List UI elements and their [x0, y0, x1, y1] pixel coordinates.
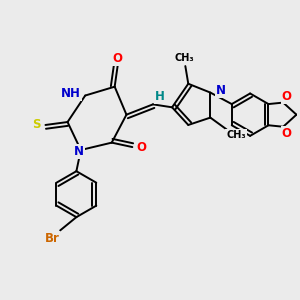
Text: O: O [282, 90, 292, 103]
Text: N: N [216, 84, 226, 97]
Text: O: O [136, 141, 146, 154]
Text: H: H [155, 90, 165, 103]
Text: CH₃: CH₃ [226, 130, 246, 140]
Text: O: O [112, 52, 123, 65]
Text: NH: NH [61, 87, 81, 100]
Text: Br: Br [44, 232, 59, 245]
Text: CH₃: CH₃ [174, 53, 194, 63]
Text: N: N [74, 145, 84, 158]
Text: O: O [282, 127, 292, 140]
Text: S: S [32, 118, 41, 131]
